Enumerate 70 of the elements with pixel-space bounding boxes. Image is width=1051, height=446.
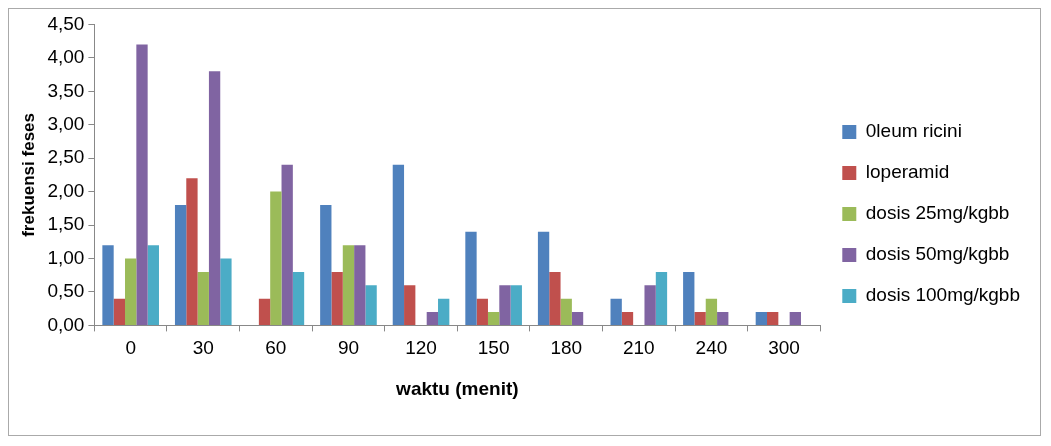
bar [644, 285, 656, 325]
bar [270, 191, 282, 325]
bar [571, 312, 584, 325]
y-tick-label: 4,50 [47, 12, 85, 34]
legend-label: 0leum ricini [865, 120, 962, 142]
bar [220, 258, 232, 325]
y-axis-title: frekuensi feses [18, 113, 38, 237]
bar [610, 298, 622, 325]
bar [197, 271, 209, 325]
x-tick-label: 180 [550, 337, 583, 359]
y-tick-label: 3,00 [47, 112, 85, 134]
bar [476, 298, 488, 325]
bar [560, 298, 572, 325]
y-tick-label: 1,50 [47, 213, 85, 235]
x-tick-label: 150 [477, 337, 510, 359]
legend-label: dosis 100mg/kgbb [865, 284, 1021, 306]
bar [465, 231, 477, 325]
bar [655, 271, 668, 325]
y-tick-label: 2,00 [47, 179, 85, 201]
bar [404, 285, 416, 325]
x-tick-label: 300 [768, 337, 800, 359]
x-tick-label: 0 [125, 337, 136, 359]
y-tick-label: 1,00 [47, 246, 85, 268]
bar [147, 245, 159, 325]
bar [174, 205, 187, 325]
bar [767, 312, 779, 325]
bar [789, 312, 801, 325]
bar [510, 285, 522, 325]
x-tick-label: 210 [622, 337, 655, 359]
bar [354, 245, 366, 325]
x-tick-label: 240 [695, 337, 728, 359]
bar [136, 44, 148, 325]
bar [331, 271, 343, 325]
bar [125, 258, 137, 325]
bar [292, 271, 305, 325]
bar [549, 271, 561, 325]
bar [705, 298, 718, 325]
bar [365, 285, 377, 325]
bar [694, 312, 706, 325]
bar [281, 164, 293, 325]
bar [426, 312, 439, 325]
bar [755, 312, 768, 325]
legend-label: loperamid [865, 161, 950, 183]
bar [186, 178, 198, 325]
bar [113, 298, 126, 325]
y-tick-label: 2,50 [47, 146, 85, 168]
bar [102, 245, 114, 325]
x-tick-label: 120 [405, 337, 437, 359]
y-tick-label: 3,50 [47, 79, 85, 101]
x-tick-label: 30 [192, 337, 214, 359]
bar [487, 312, 500, 325]
bar [717, 312, 729, 325]
bar [621, 312, 634, 325]
bar [320, 205, 332, 325]
y-tick-label: 0,50 [47, 280, 85, 302]
x-axis-title: waktu (menit) [395, 377, 519, 399]
legend-label: dosis 25mg/kgbb [865, 202, 1010, 224]
y-tick-label: 0,00 [47, 313, 85, 335]
bar [683, 271, 695, 325]
bar [537, 231, 550, 325]
bar [258, 298, 271, 325]
x-tick-label: 90 [337, 337, 360, 359]
y-tick-label: 4,00 [47, 46, 85, 68]
bar [208, 71, 221, 325]
bar [342, 245, 355, 325]
bar [499, 285, 511, 325]
bar [438, 298, 450, 325]
x-tick-label: 60 [265, 337, 287, 359]
legend-label: dosis 50mg/kgbb [865, 243, 1010, 265]
bar [392, 164, 405, 325]
